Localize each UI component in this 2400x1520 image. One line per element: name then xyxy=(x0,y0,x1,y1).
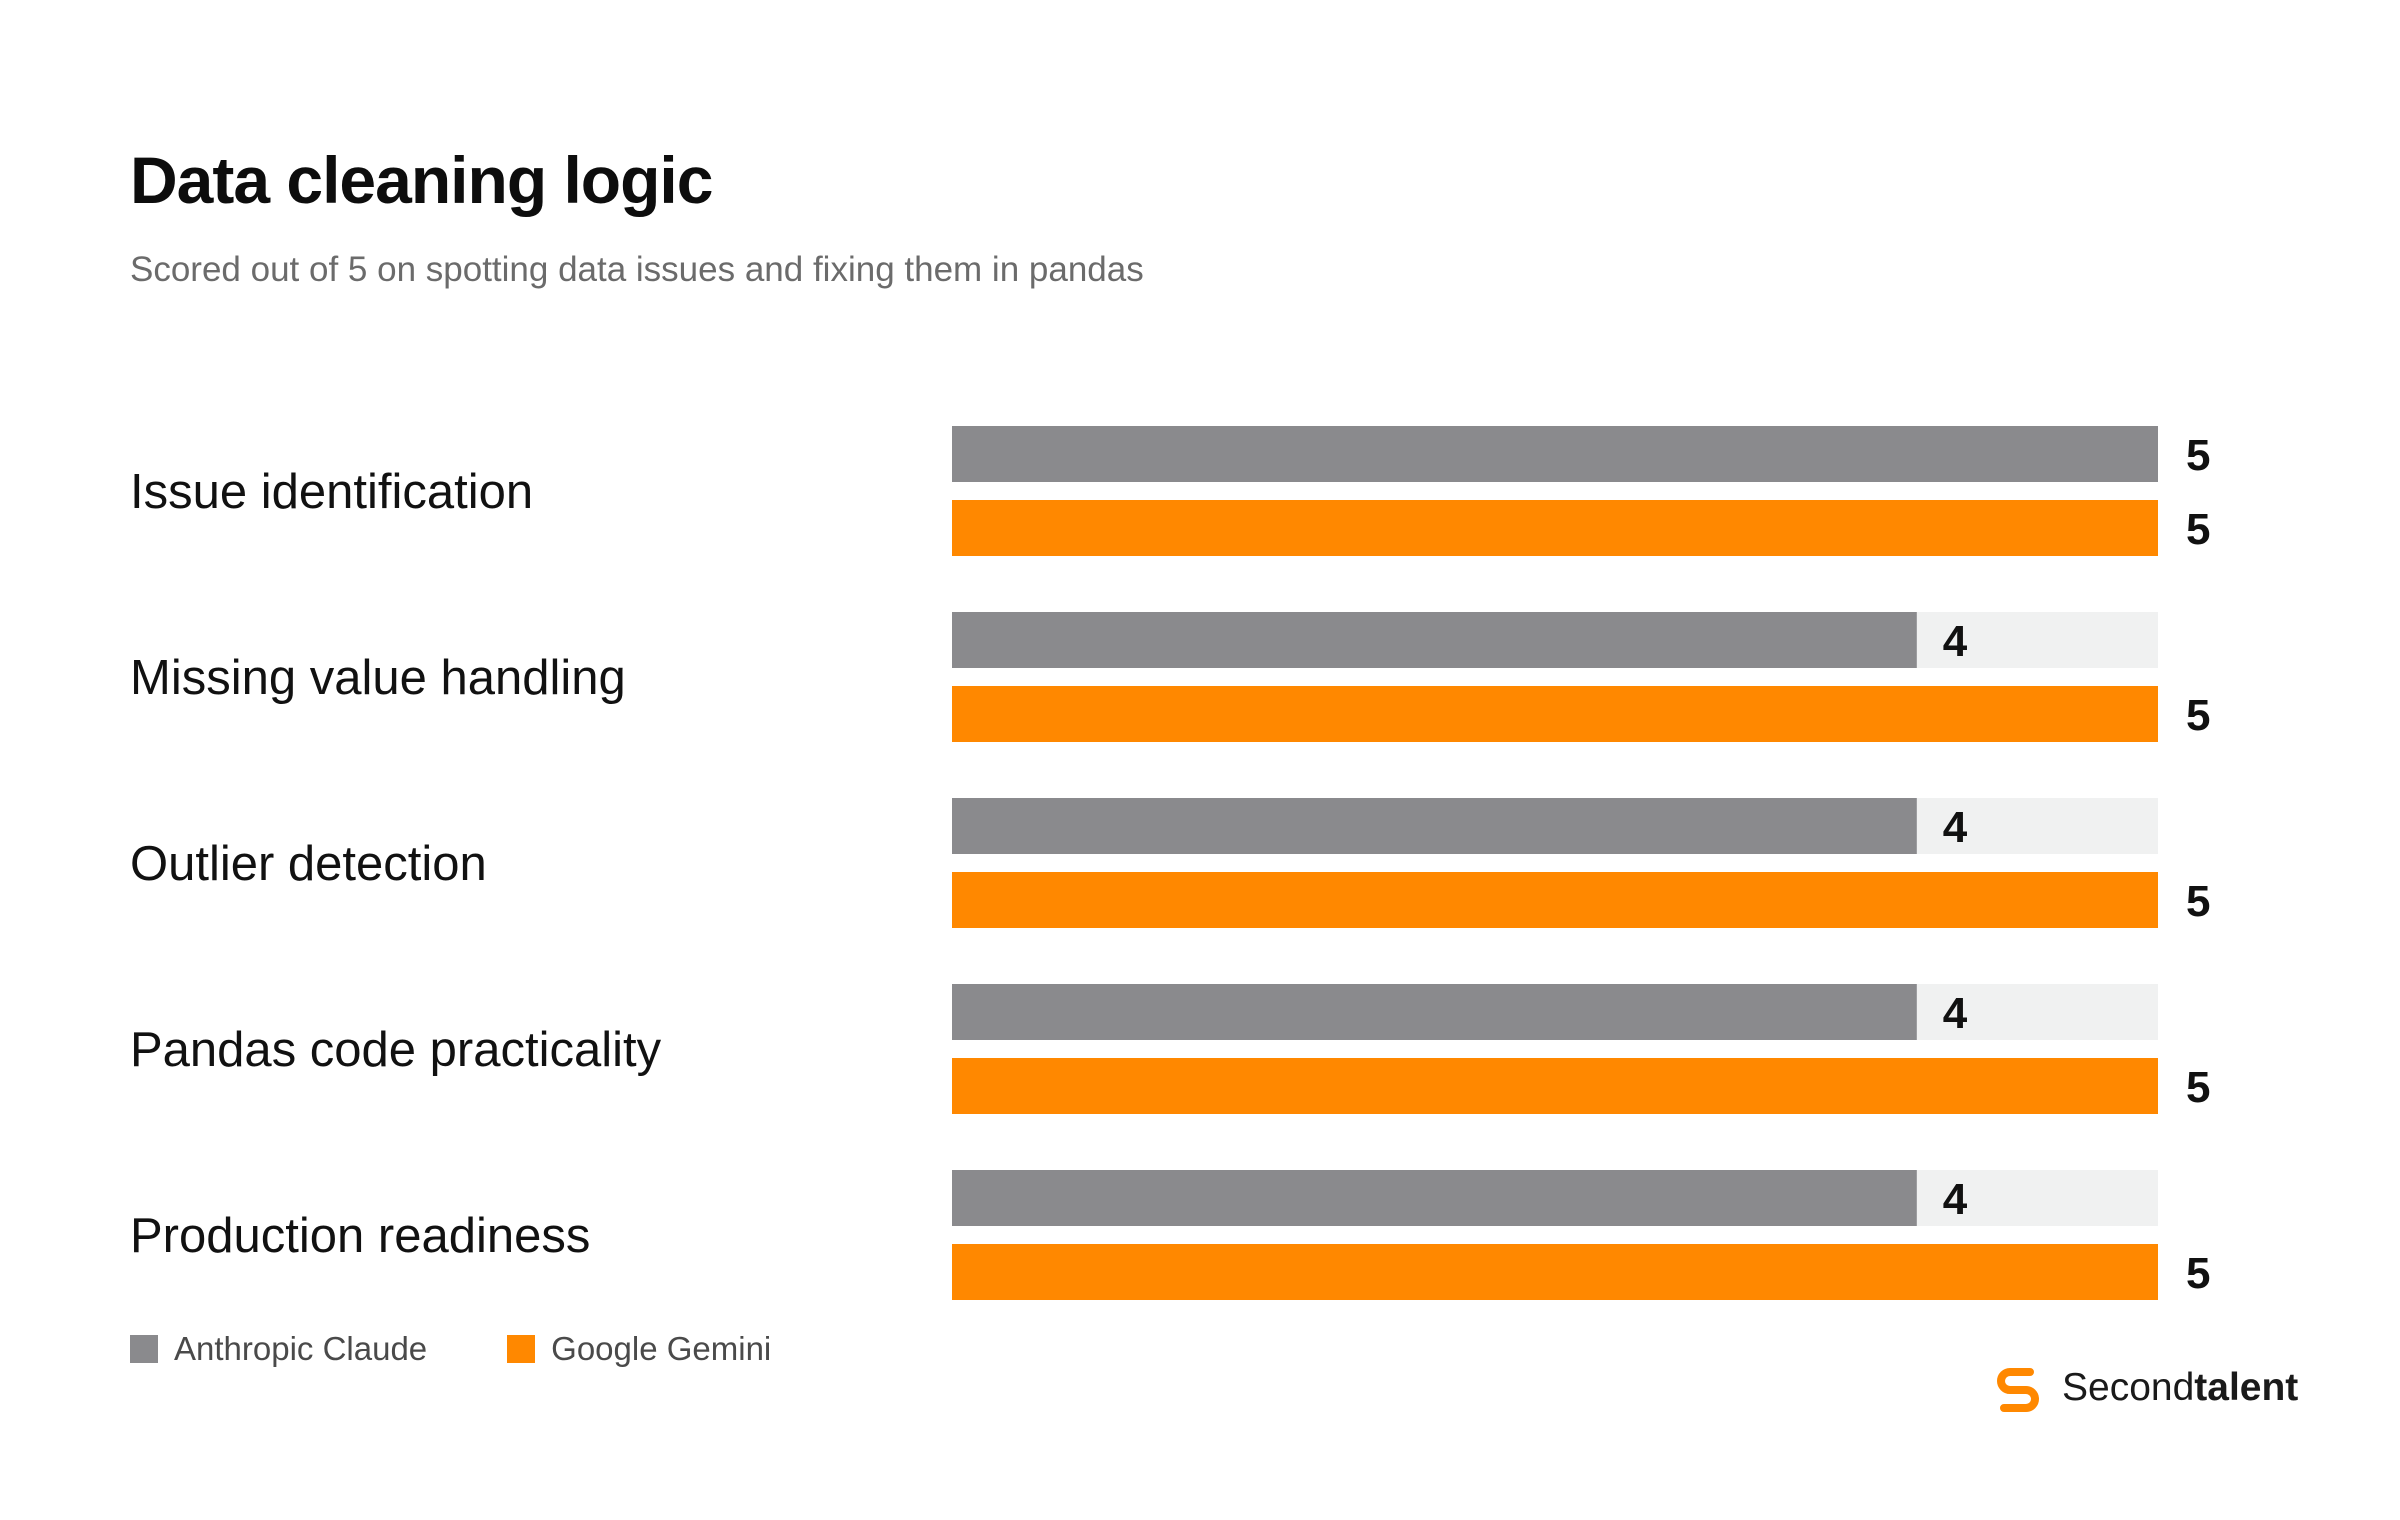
bar-google-gemini-3 xyxy=(952,1058,2158,1114)
brand-name-regular: Second xyxy=(2062,1366,2195,1409)
value-label-google-gemini-4: 5 xyxy=(2186,1249,2210,1298)
legend-item-gemini: Google Gemini xyxy=(507,1330,771,1368)
bar-google-gemini-2 xyxy=(952,872,2158,928)
value-label-google-gemini-0: 5 xyxy=(2186,505,2210,554)
legend-swatch-gemini xyxy=(507,1335,536,1363)
value-label-google-gemini-2: 5 xyxy=(2186,877,2210,926)
bar-anthropic-claude-0 xyxy=(952,426,2158,482)
value-label-anthropic-claude-2: 4 xyxy=(1943,803,1968,852)
secondtalent-logo-icon xyxy=(1997,1368,2039,1412)
bar-chart: Issue identification 5 5 Missing value hand… xyxy=(130,426,2210,1300)
legend-item-claude: Anthropic Claude xyxy=(130,1330,427,1368)
category-label-production-readiness: Production readiness xyxy=(130,1209,590,1263)
value-label-anthropic-claude-0: 5 xyxy=(2186,431,2210,480)
bar-google-gemini-1 xyxy=(952,686,2158,742)
category-label-issue-identification: Issue identification xyxy=(130,465,533,519)
chart-subtitle: Scored out of 5 on spotting data issues … xyxy=(130,250,1144,289)
brand-name-bold: talent xyxy=(2194,1366,2299,1409)
chart-title: Data cleaning logic xyxy=(130,143,713,217)
legend-swatch-claude xyxy=(130,1335,158,1363)
brand-name: Secondtalent xyxy=(2062,1366,2298,1410)
bar-anthropic-claude-2 xyxy=(952,798,1917,854)
value-label-google-gemini-1: 5 xyxy=(2186,691,2210,740)
category-label-missing-value-handling: Missing value handling xyxy=(130,651,626,705)
brand-logo: Secondtalent xyxy=(1990,1360,2298,1416)
bar-anthropic-claude-3 xyxy=(952,984,1917,1040)
category-label-pandas-code-practicality: Pandas code practicality xyxy=(130,1023,662,1077)
bar-anthropic-claude-4 xyxy=(952,1170,1917,1226)
bar-anthropic-claude-1 xyxy=(952,612,1917,668)
legend-label-gemini: Google Gemini xyxy=(551,1330,772,1367)
value-label-google-gemini-3: 5 xyxy=(2186,1063,2210,1112)
value-label-anthropic-claude-3: 4 xyxy=(1943,989,1968,1038)
bar-google-gemini-0 xyxy=(952,500,2158,556)
value-label-anthropic-claude-4: 4 xyxy=(1943,1175,1968,1224)
value-label-anthropic-claude-1: 4 xyxy=(1943,617,1968,666)
legend: Anthropic Claude Google Gemini xyxy=(130,1330,771,1368)
category-label-outlier-detection: Outlier detection xyxy=(130,837,487,891)
legend-label-claude: Anthropic Claude xyxy=(174,1330,428,1367)
bar-google-gemini-4 xyxy=(952,1244,2158,1300)
